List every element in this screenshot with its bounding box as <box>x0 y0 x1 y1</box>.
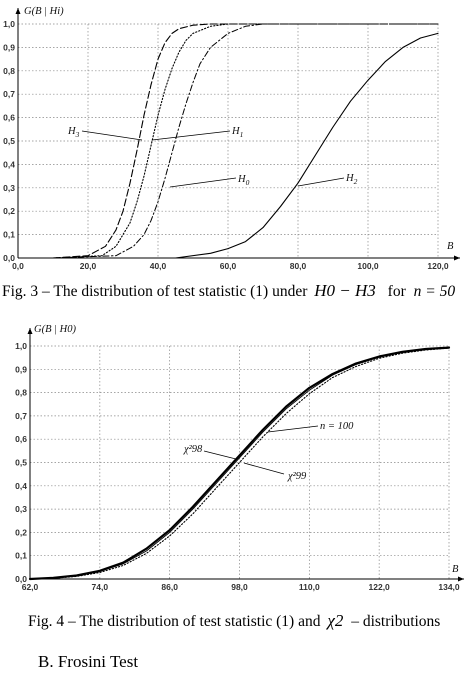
series-line-h0 <box>52 23 439 259</box>
y-tick-label: 0,5 <box>3 136 15 146</box>
y-tick-label: 1,0 <box>15 341 27 351</box>
x-tick-label: 86,0 <box>161 582 178 592</box>
x-tick-label: 120,0 <box>427 261 449 271</box>
y-tick-label: 0,7 <box>15 411 27 421</box>
series-line-h1 <box>52 23 439 259</box>
y-tick-label: 0,1 <box>3 230 15 240</box>
figure-3-x-axis-label: B <box>447 241 454 252</box>
y-tick-label: 0,6 <box>15 434 27 444</box>
curve-label: χ²98 <box>183 444 203 455</box>
series-line-h2 <box>52 32 439 259</box>
series-line-n100 <box>28 346 451 581</box>
curve-label: H3 <box>67 126 80 139</box>
series-line-h3 <box>52 23 439 259</box>
curve-leader-line <box>243 462 285 475</box>
y-tick-label: 0,6 <box>3 113 15 123</box>
figure-3-annotations: H3 H1 H0 H2 <box>67 126 358 188</box>
y-tick-label: 0,0 <box>3 253 15 263</box>
curve-leader-line <box>297 177 345 187</box>
curve-label: H1 <box>231 126 243 139</box>
y-tick-label: 0,7 <box>3 89 15 99</box>
y-tick-label: 0,8 <box>15 388 27 398</box>
x-tick-label: 20,0 <box>80 261 97 271</box>
y-tick-label: 0,2 <box>15 527 27 537</box>
y-tick-label: 0,4 <box>15 481 27 491</box>
y-tick-label: 0,2 <box>3 206 15 216</box>
x-tick-label: 100,0 <box>357 261 379 271</box>
x-tick-label: 40,0 <box>150 261 167 271</box>
figure-3-chart: 0,0 20,0 40,0 60,0 80,0 100,0 120,0 0,0 0,1 0,2 0,… <box>3 6 460 271</box>
curve-label: H2 <box>345 173 358 186</box>
figure-3-caption-math: H0 − H3 <box>314 281 376 300</box>
figure-3-tick-labels: 0,0 20,0 40,0 60,0 80,0 100,0 120,0 0,0 0,1 0,2 0,… <box>3 19 449 271</box>
y-tick-label: 0,5 <box>15 458 27 468</box>
curve-label: H0 <box>237 174 250 187</box>
figure-3-caption: Fig. 3 – The distribution of test statis… <box>2 281 455 301</box>
series-line-chi99 <box>29 347 450 580</box>
x-tick-label: 122,0 <box>369 582 391 592</box>
y-tick-label: 0,3 <box>15 504 27 514</box>
x-tick-label: 80,0 <box>290 261 307 271</box>
figure-3-grid <box>17 23 439 259</box>
x-tick-label: 0,0 <box>12 261 24 271</box>
y-tick-label: 0,4 <box>3 159 15 169</box>
figure-4-caption-suffix: – distributions <box>351 613 441 630</box>
y-tick-label: 1,0 <box>3 19 15 29</box>
figure-4-series <box>28 346 451 581</box>
curve-label: n = 100 <box>320 421 354 432</box>
x-tick-label: 60,0 <box>220 261 237 271</box>
figure-3-caption-middle: for <box>387 283 406 300</box>
figure-4-caption-math: χ2 <box>327 611 344 630</box>
figure-3-caption-prefix: Fig. 3 – The distribution of test statis… <box>2 283 308 300</box>
x-tick-label: 134,0 <box>438 582 460 592</box>
y-axis-arrow-icon <box>15 8 21 14</box>
figure-4-caption: Fig. 4 – The distribution of test statis… <box>28 611 440 631</box>
figure-3-y-axis-label: G(B | Hi) <box>24 6 64 17</box>
x-tick-label: 74,0 <box>92 582 109 592</box>
figure-4-caption-prefix: Fig. 4 – The distribution of test statis… <box>28 613 321 630</box>
figure-4-chart: 62,0 74,0 86,0 98,0 110,0 122,0 134,0 0,0 0,1 0,2… <box>15 324 464 592</box>
section-heading: B. Frosini Test <box>38 652 139 671</box>
figure-4-tick-labels: 62,0 74,0 86,0 98,0 110,0 122,0 134,0 0,0 0,1 0,2… <box>15 341 460 592</box>
curve-leader-line <box>169 177 237 188</box>
x-tick-label: 110,0 <box>299 582 320 592</box>
figure-3-caption-n: n = 50 <box>413 283 456 300</box>
series-line-chi98 <box>29 347 450 580</box>
y-tick-label: 0,0 <box>15 574 27 584</box>
figure-4-x-axis-label: B <box>452 564 459 575</box>
x-tick-label: 98,0 <box>231 582 248 592</box>
curve-leader-line <box>151 130 231 141</box>
y-axis-arrow-icon <box>27 328 33 334</box>
curve-label: χ²99 <box>287 471 307 482</box>
y-tick-label: 0,9 <box>3 42 15 52</box>
figure-4-y-axis-label: G(B | H0) <box>34 324 76 335</box>
figure-3-series <box>52 23 439 259</box>
curve-leader-line <box>203 450 237 460</box>
x-axis-arrow-icon <box>454 255 460 261</box>
curve-leader-line <box>81 130 143 141</box>
figure-4-annotations: n = 100 χ²98 χ²99 <box>183 421 354 482</box>
figure-4-axes <box>27 328 464 582</box>
x-tick-label: 62,0 <box>22 582 39 592</box>
y-tick-label: 0,9 <box>15 364 27 374</box>
x-axis-arrow-icon <box>458 576 464 582</box>
y-tick-label: 0,8 <box>3 66 15 76</box>
curve-leader-line <box>267 425 319 433</box>
y-tick-label: 0,3 <box>3 183 15 193</box>
y-tick-label: 0,1 <box>15 551 27 561</box>
